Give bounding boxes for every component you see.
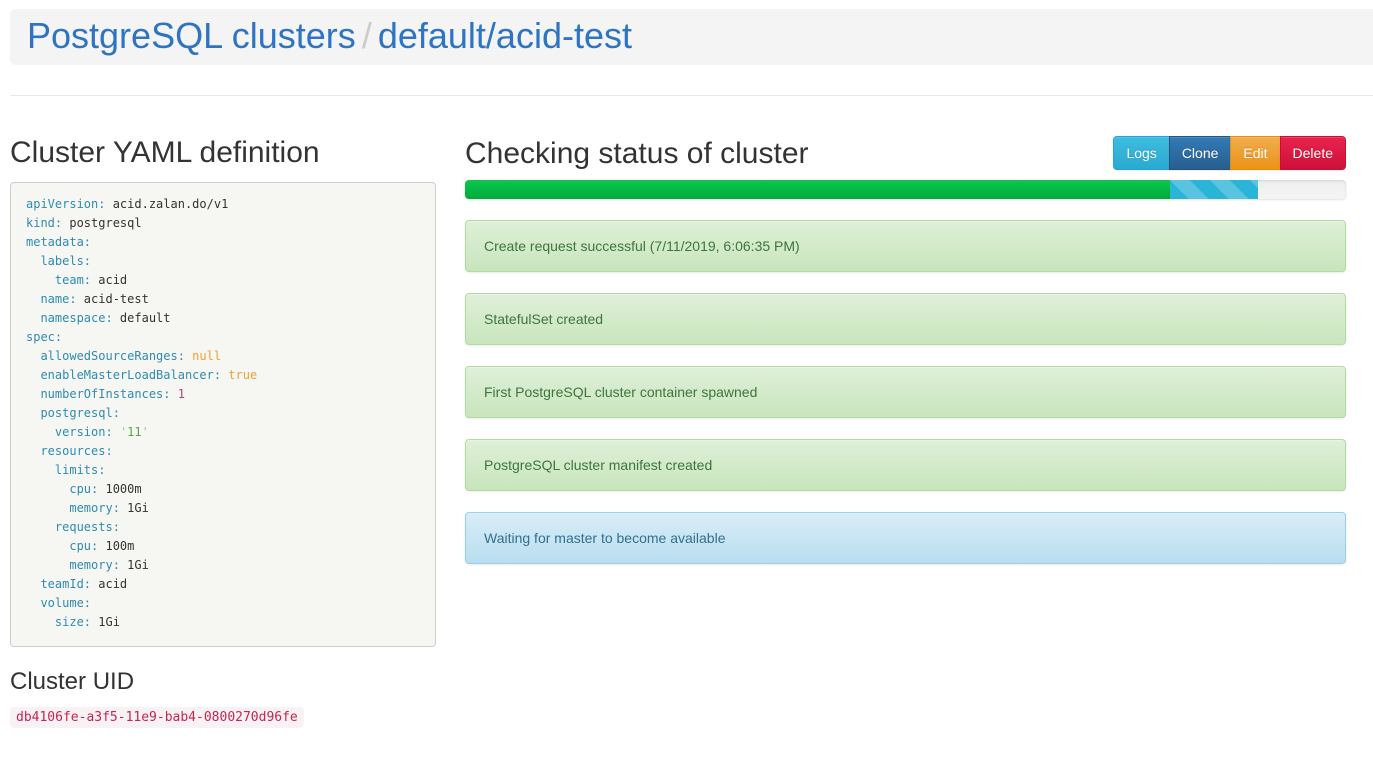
- progress-info-bar: [1169, 180, 1258, 199]
- breadcrumb-bar: PostgreSQL clusters / default/acid-test: [10, 9, 1373, 65]
- cluster-uid-code: db4106fe-a3f5-11e9-bab4-0800270d96fe: [10, 707, 304, 729]
- progress-success-bar: [465, 180, 1170, 199]
- status-alerts: Create request successful (7/11/2019, 6:…: [465, 220, 1346, 564]
- left-column: Cluster YAML definition apiVersion: acid…: [10, 136, 436, 729]
- status-alert-success: StatefulSet created: [465, 293, 1346, 345]
- edit-button[interactable]: Edit: [1230, 136, 1281, 170]
- cluster-yaml-code: apiVersion: acid.zalan.do/v1 kind: postg…: [10, 182, 436, 647]
- logs-button[interactable]: Logs: [1113, 136, 1170, 170]
- action-button-group: Logs Clone Edit Delete: [1113, 136, 1346, 170]
- breadcrumb: PostgreSQL clusters / default/acid-test: [27, 15, 632, 56]
- delete-button[interactable]: Delete: [1279, 136, 1346, 170]
- right-column: Checking status of cluster Logs Clone Edit…: [465, 136, 1346, 728]
- status-alert-info: Waiting for master to become available: [465, 512, 1346, 564]
- status-alert-success: PostgreSQL cluster manifest created: [465, 439, 1346, 491]
- breadcrumb-item[interactable]: PostgreSQL clusters: [27, 15, 356, 56]
- cluster-progress: [465, 180, 1346, 199]
- yaml-section-title: Cluster YAML definition: [10, 136, 320, 169]
- status-title: Checking status of cluster: [465, 136, 809, 170]
- main-content: Cluster YAML definition apiVersion: acid…: [0, 96, 1373, 729]
- uid-section-title: Cluster UID: [10, 668, 135, 695]
- breadcrumb-item[interactable]: default/acid-test: [377, 15, 632, 56]
- status-header: Checking status of cluster Logs Clone Edit…: [465, 136, 1346, 170]
- clone-button[interactable]: Clone: [1168, 136, 1232, 170]
- status-alert-success: First PostgreSQL cluster container spawn…: [465, 366, 1346, 418]
- header-divider: [10, 95, 1373, 96]
- status-alert-success: Create request successful (7/11/2019, 6:…: [465, 220, 1346, 272]
- breadcrumb-separator: /: [361, 15, 372, 56]
